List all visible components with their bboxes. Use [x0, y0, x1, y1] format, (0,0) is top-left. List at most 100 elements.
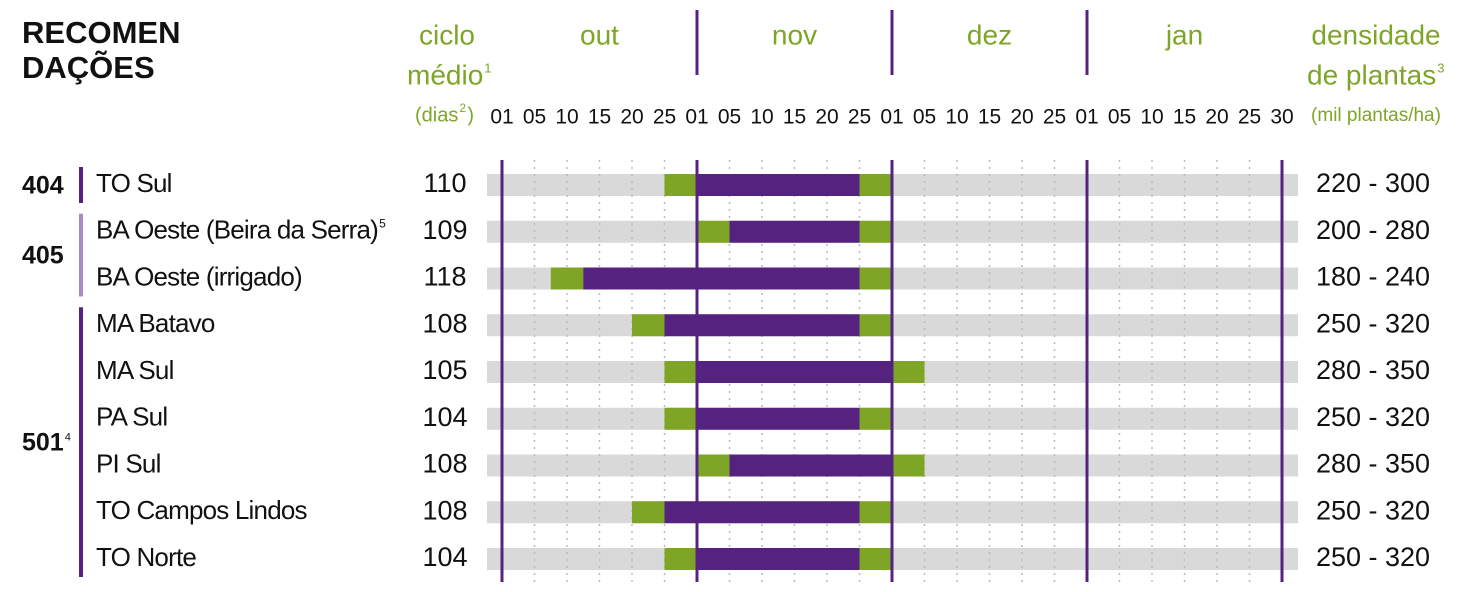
- day-tick-label: 01: [490, 106, 513, 129]
- title: RECOMEN: [22, 15, 180, 50]
- cycle-days: 108: [422, 449, 467, 479]
- region: PA Sul: [96, 402, 167, 432]
- day-tick-label: 20: [1010, 106, 1033, 129]
- density-header: (mil plantas/ha): [1311, 105, 1441, 126]
- cycle-days: 108: [422, 308, 467, 338]
- plant-density: 180 - 240: [1316, 262, 1430, 292]
- cycle-header: ciclo: [419, 19, 475, 50]
- month-label: jan: [1165, 19, 1203, 50]
- cycle-header: ): [467, 104, 474, 126]
- day-tick-label: 15: [588, 106, 611, 129]
- plant-density: 250 - 320: [1316, 495, 1430, 525]
- day-tick-label: 05: [523, 106, 546, 129]
- day-tick-label: 30: [1270, 106, 1293, 129]
- sowing-margin: [859, 501, 892, 524]
- month-label: out: [580, 19, 619, 50]
- sowing-margin: [664, 361, 697, 383]
- sowing-window: [697, 174, 860, 196]
- sowing-margin: [892, 454, 925, 477]
- sowing-margin: [859, 548, 892, 570]
- sowing-window: [729, 220, 860, 243]
- day-tick-label: 01: [880, 106, 903, 129]
- sowing-margin: [859, 174, 892, 196]
- day-tick-label: 10: [750, 106, 773, 129]
- day-tick-label: 10: [1140, 106, 1163, 129]
- sowing-margin: [632, 501, 665, 524]
- density-header: densidade: [1311, 19, 1440, 50]
- region: TO Campos Lindos: [96, 495, 308, 525]
- sowing-window: [664, 501, 860, 524]
- cycle-days: 118: [423, 262, 466, 292]
- day-tick-label: 20: [620, 106, 643, 129]
- sowing-margin: [859, 314, 892, 337]
- region: PI Sul: [96, 448, 161, 478]
- region: MA Batavo: [96, 308, 215, 338]
- sowing-margin: [892, 361, 925, 383]
- day-tick-label: 05: [1108, 106, 1131, 129]
- sowing-margin: [664, 174, 697, 196]
- day-tick-label: 10: [555, 106, 578, 129]
- group-code: 405: [22, 242, 64, 270]
- sowing-margin: [697, 220, 730, 243]
- day-tick-label: 15: [1173, 106, 1196, 129]
- superscript: 4: [65, 431, 71, 443]
- title: DAÇÕES: [22, 49, 155, 85]
- superscript: 2: [459, 101, 466, 115]
- sowing-window: [583, 267, 860, 290]
- cycle-days: 104: [422, 542, 467, 572]
- sowing-margin: [664, 407, 697, 430]
- day-tick-label: 25: [848, 106, 871, 129]
- sowing-window: [697, 548, 860, 570]
- cycle-days: 109: [422, 215, 467, 245]
- day-tick-label: 05: [718, 106, 741, 129]
- region: MA Sul: [96, 355, 174, 385]
- region: BA Oeste (Beira da Serra): [96, 215, 378, 245]
- day-tick-label: 05: [913, 106, 936, 129]
- sowing-window: [664, 314, 860, 337]
- sowing-margin: [632, 314, 665, 337]
- sowing-margin: [697, 454, 730, 477]
- plant-density: 250 - 320: [1316, 308, 1430, 338]
- plant-density: 250 - 320: [1316, 402, 1430, 432]
- sowing-margin: [550, 267, 584, 290]
- day-tick-label: 20: [1205, 106, 1228, 129]
- plant-density: 280 - 350: [1316, 449, 1430, 479]
- day-tick-label: 15: [783, 106, 806, 129]
- density-header: de plantas: [1307, 59, 1436, 90]
- region: BA Oeste (irrigado): [96, 261, 302, 291]
- day-tick-label: 25: [1043, 106, 1066, 129]
- region: TO Sul: [96, 168, 172, 198]
- day-tick-label: 25: [653, 106, 676, 129]
- sowing-margin: [859, 220, 892, 243]
- sowing-window: [729, 454, 892, 477]
- cycle-days: 104: [422, 402, 467, 432]
- superscript: 1: [484, 61, 491, 76]
- group-code: 501: [22, 429, 64, 457]
- cycle-days: 105: [422, 355, 467, 385]
- region: TO Norte: [96, 542, 196, 572]
- plant-density: 280 - 350: [1316, 355, 1430, 385]
- group-code: 404: [22, 172, 64, 200]
- cycle-days: 110: [423, 168, 466, 198]
- day-tick-label: 01: [685, 106, 708, 129]
- day-tick-label: 01: [1075, 106, 1098, 129]
- superscript: 3: [1437, 61, 1444, 76]
- sowing-margin: [859, 407, 892, 430]
- sowing-window: [697, 361, 892, 383]
- sowing-margin: [859, 267, 892, 290]
- sowing-margin: [664, 548, 697, 570]
- plant-density: 250 - 320: [1316, 542, 1430, 572]
- plant-density: 220 - 300: [1316, 168, 1430, 198]
- day-tick-label: 15: [978, 106, 1001, 129]
- cycle-header: (dias: [415, 104, 458, 126]
- plant-density: 200 - 280: [1316, 215, 1430, 245]
- sowing-window: [697, 407, 860, 430]
- cycle-days: 108: [422, 495, 467, 525]
- month-label: dez: [967, 19, 1012, 50]
- day-tick-label: 20: [815, 106, 838, 129]
- superscript: 5: [379, 217, 386, 231]
- cycle-header: médio: [407, 59, 483, 90]
- day-tick-label: 10: [945, 106, 968, 129]
